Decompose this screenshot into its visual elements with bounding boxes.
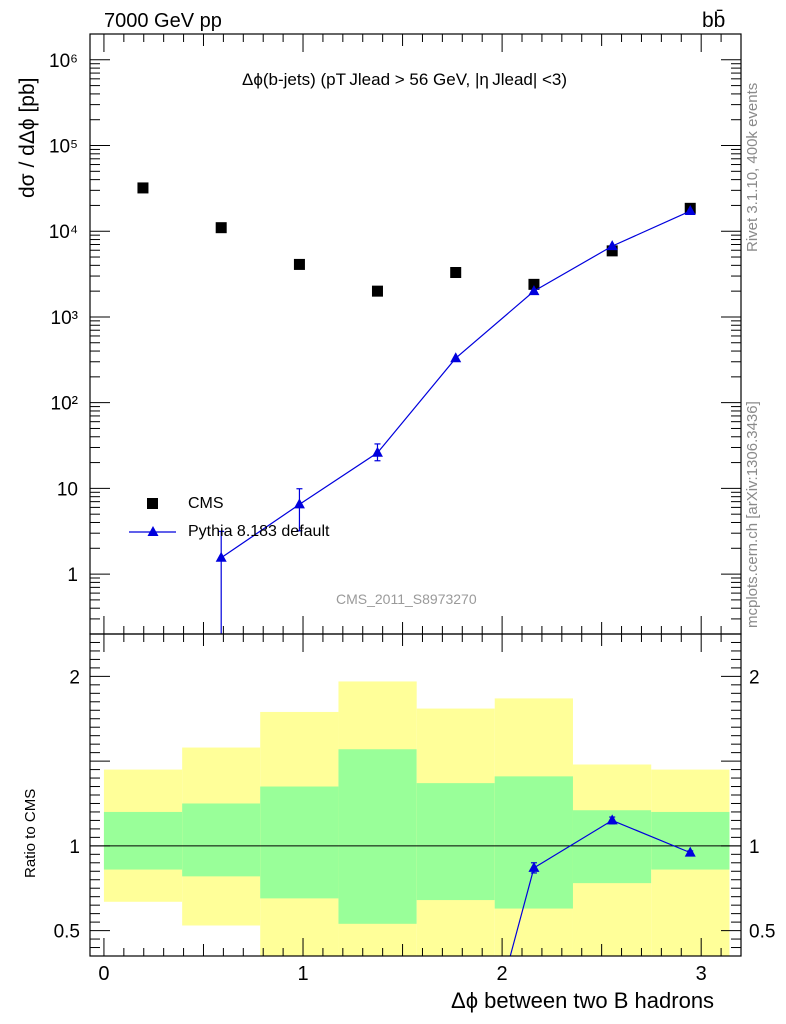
cms-data-point <box>293 258 305 270</box>
ratio-mc-line <box>509 819 691 957</box>
main-y-tick-label: 10 <box>57 479 78 500</box>
ratio-y-tick-label-right: 0.5 <box>749 922 775 943</box>
main-y-tick-label: 10³ <box>51 308 78 329</box>
ratio-mc-point <box>528 861 540 872</box>
band-inner-bin <box>494 776 573 909</box>
cms-data-point <box>137 182 149 194</box>
process-label: bb̄ <box>702 9 726 32</box>
cms-data-point <box>450 267 462 279</box>
pythia-point <box>371 446 383 457</box>
main-data-series <box>137 182 696 297</box>
x-tick-label: 1 <box>297 963 308 985</box>
legend-label-pythia: Pythia 8.183 default <box>188 523 330 540</box>
pythia-point <box>215 551 227 562</box>
band-inner-bin <box>103 811 183 870</box>
pythia-point <box>293 498 305 509</box>
x-tick-label: 0 <box>98 963 109 985</box>
legend-marker-cms <box>147 498 158 509</box>
plot-title: Δϕ(b-jets) (pT Jlead > 56 GeV, |η Jlead|… <box>242 70 568 89</box>
band-inner-bin <box>338 749 417 924</box>
ratio-mc-point <box>606 814 618 825</box>
cms-data-point <box>215 222 227 234</box>
generator-info-label: Rivet 3.1.10, 400k events <box>744 82 761 252</box>
main-y-tick-label: 10² <box>51 394 78 415</box>
legend-label-cms: CMS <box>188 495 224 512</box>
main-y-tick-label: 10⁵ <box>49 137 78 158</box>
cms-data-point <box>371 285 383 297</box>
main-y-tick-label: 10⁴ <box>49 222 78 243</box>
analysis-watermark: CMS_2011_S8973270 <box>336 591 477 607</box>
pythia-point <box>528 285 540 296</box>
axis-ticks <box>90 33 742 956</box>
pythia-point <box>606 240 618 251</box>
main-y-tick-label: 10⁶ <box>49 51 78 72</box>
ratio-mc-point <box>684 846 696 857</box>
band-inner-bin <box>651 811 730 870</box>
main-mc-series <box>215 205 696 634</box>
main-y-axis-label: dσ / dΔϕ [pb] <box>16 77 39 198</box>
x-tick-label: 3 <box>696 963 707 985</box>
ratio-uncertainty-bands <box>103 681 730 956</box>
main-panel-frame <box>89 33 742 635</box>
axis-tick-labels: 1 10 10² 10³ 10⁴ 10⁵ 10⁶ 0.5 0.5 1 1 2 2 0 1 2 3 <box>49 51 776 985</box>
ratio-y-axis-label: Ratio to CMS <box>22 788 39 878</box>
ratio-y-tick-label-right: 1 <box>749 837 760 858</box>
pythia-line <box>220 210 691 559</box>
source-info-label: mcplots.cern.ch [arXiv:1306.3436] <box>744 401 761 628</box>
legend-markers <box>129 498 176 536</box>
legend-marker-pythia <box>147 526 159 536</box>
cms-data-point <box>528 278 540 290</box>
ratio-y-tick-label: 0.5 <box>54 922 80 943</box>
energy-label: 7000 GeV pp <box>104 10 222 32</box>
pythia-point <box>450 352 462 363</box>
main-y-tick-label: 1 <box>67 565 78 586</box>
ratio-y-tick-label: 2 <box>69 667 80 688</box>
band-inner-bin <box>260 786 339 899</box>
cms-data-point <box>606 245 618 257</box>
ratio-y-tick-label: 1 <box>69 837 80 858</box>
pythia-point <box>684 205 696 216</box>
band-inner-bin <box>416 783 495 901</box>
ratio-y-tick-label-right: 2 <box>749 667 760 688</box>
x-tick-label: 2 <box>497 963 508 985</box>
x-axis-label: Δϕ between two B hadrons <box>451 988 715 1013</box>
band-inner-bin <box>182 803 261 877</box>
ratio-mc-series <box>509 814 696 957</box>
